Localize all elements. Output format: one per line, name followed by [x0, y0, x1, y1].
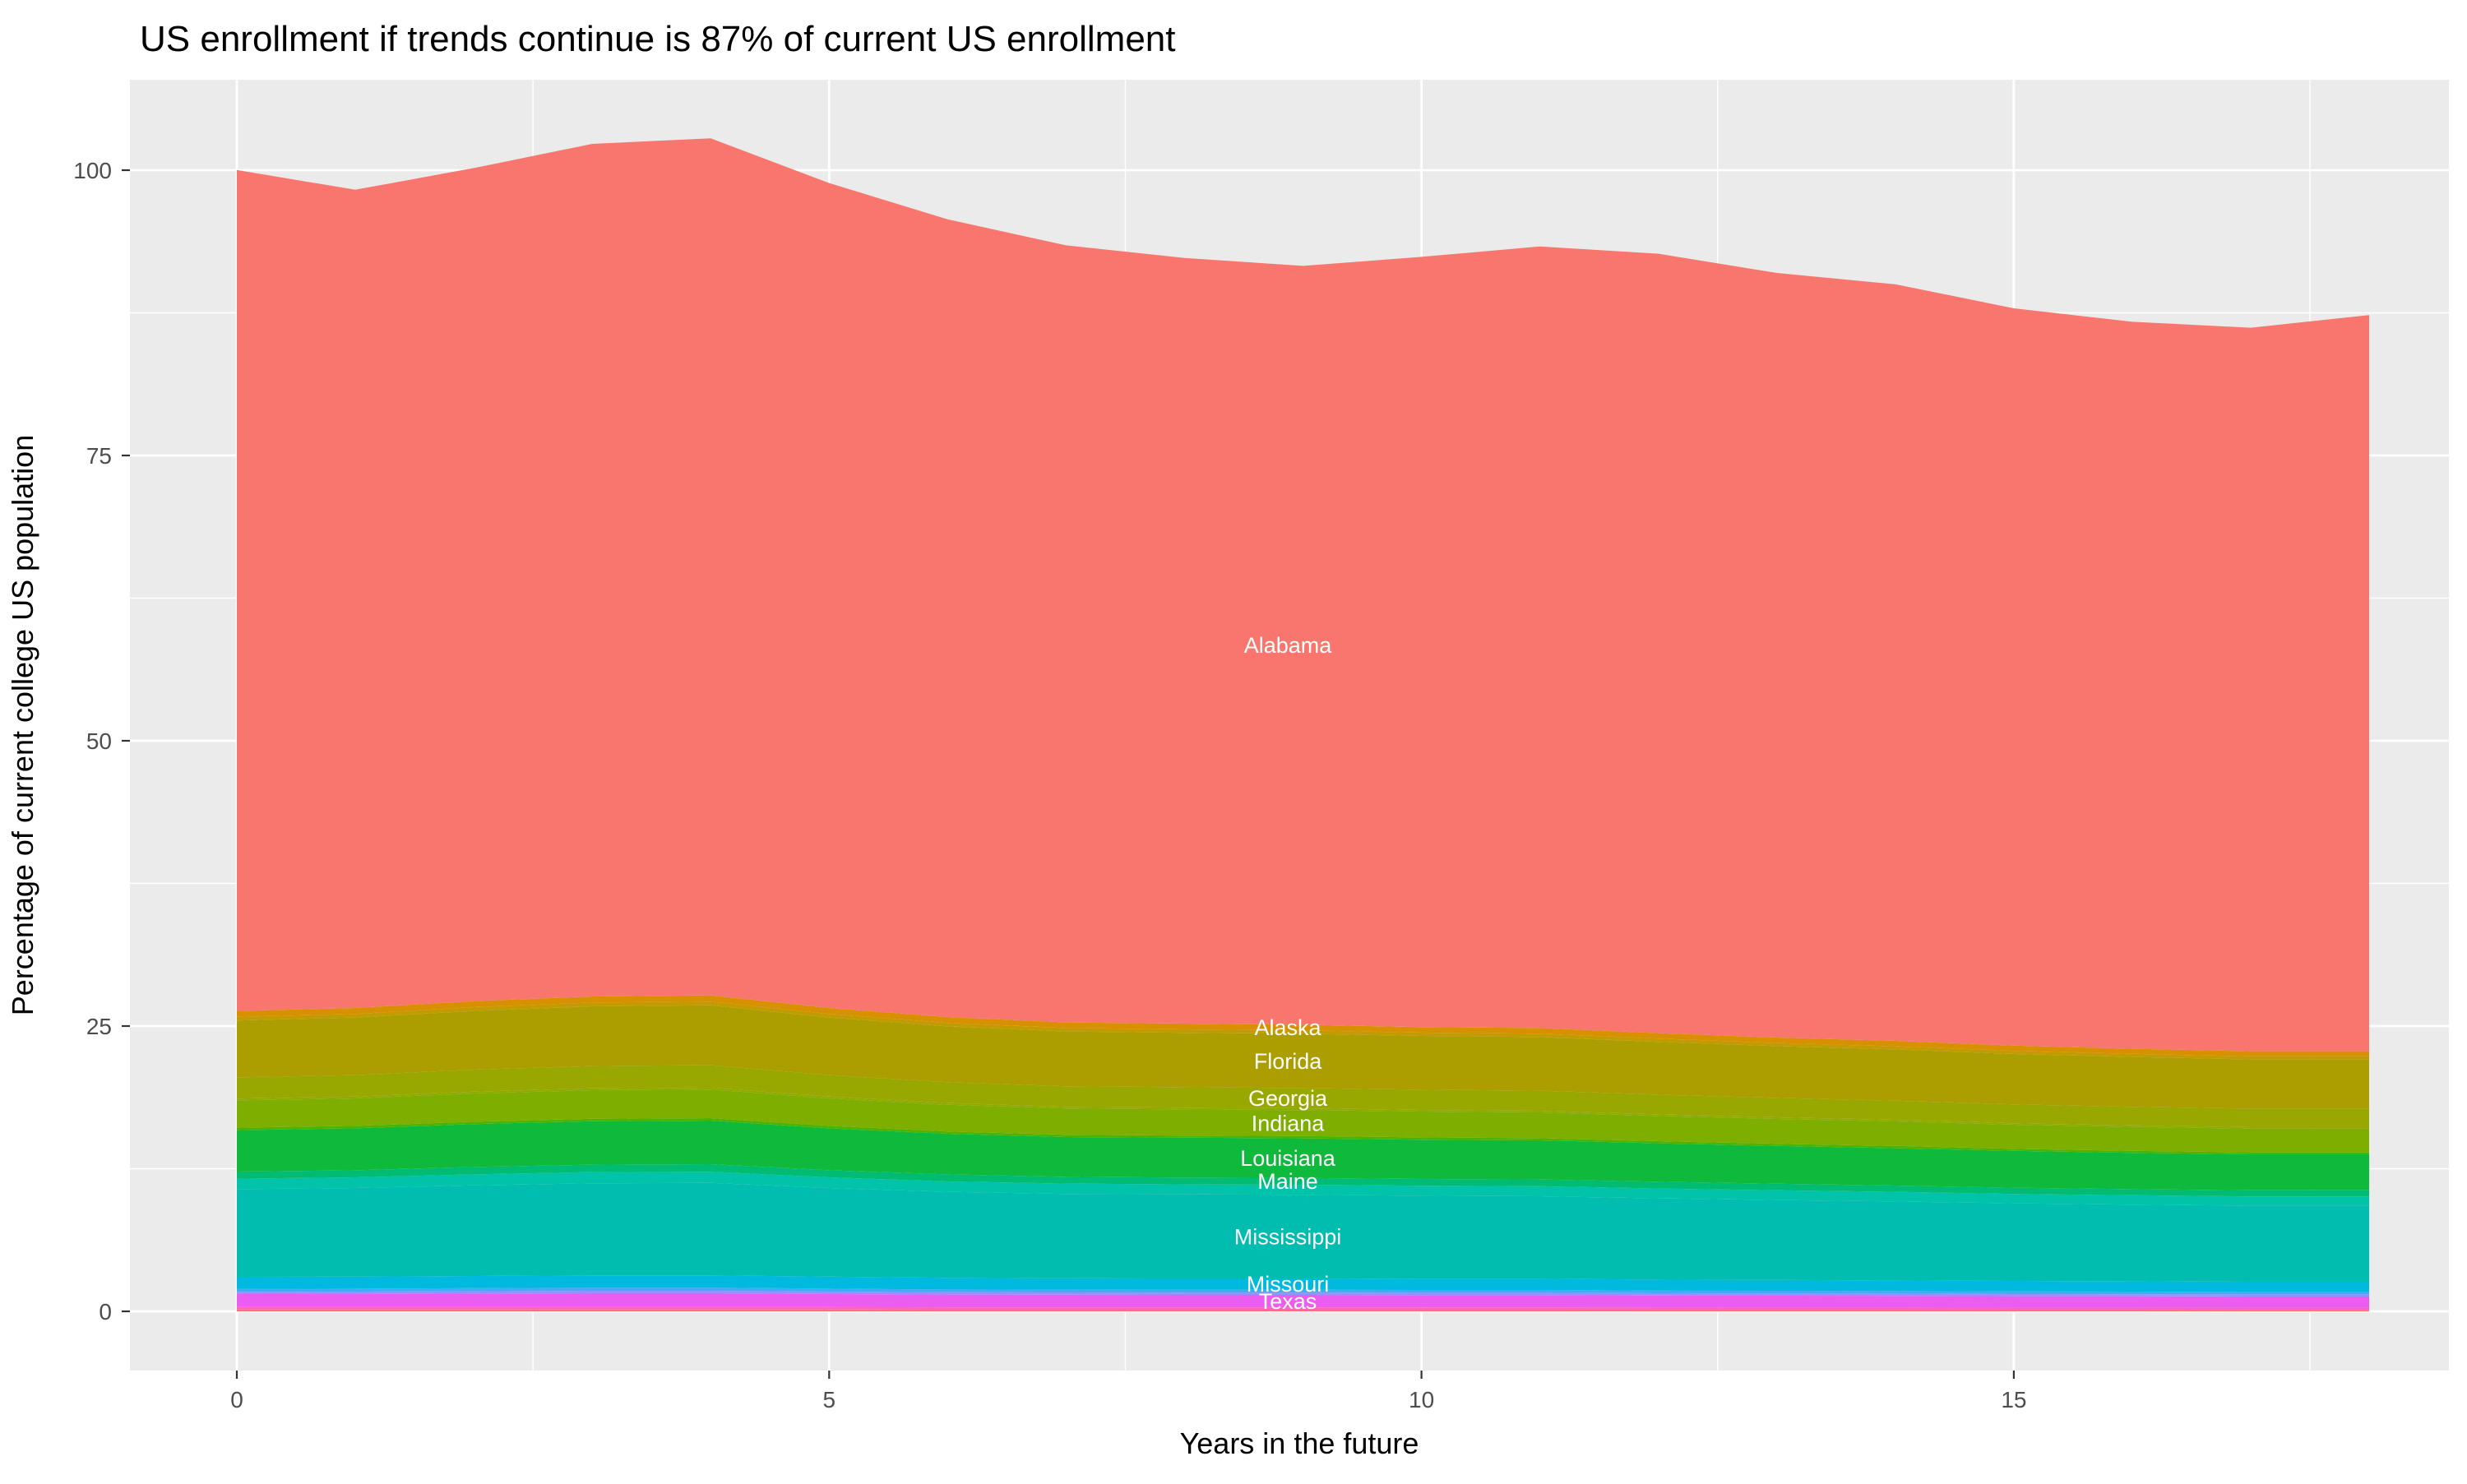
axis-tick-marks: [122, 169, 2015, 1379]
x-tick-label-5: 5: [823, 1387, 836, 1412]
area-label-missouri: Missouri: [1247, 1272, 1330, 1297]
area-louisiana: [237, 1121, 2369, 1190]
x-axis-title: Years in the future: [1180, 1426, 1419, 1460]
area-label-alaska: Alaska: [1254, 1015, 1321, 1040]
area-indiana: [237, 1089, 2369, 1153]
area-unlabeled-1: [237, 1306, 2369, 1311]
y-tick-label-0: 0: [99, 1299, 112, 1325]
area-label-texas: Texas: [1259, 1289, 1317, 1314]
y-axis-title: Percentage of current college US populat…: [6, 435, 39, 1015]
stacked-areas: [237, 138, 2369, 1311]
area-georgia: [237, 1065, 2369, 1127]
area-label-georgia: Georgia: [1248, 1086, 1328, 1111]
x-tick-label-15: 15: [2001, 1387, 2026, 1412]
area-unlabeled-7: [237, 1172, 2369, 1206]
area-label-louisiana: Louisiana: [1240, 1146, 1336, 1171]
x-tick-label-10: 10: [1409, 1387, 1434, 1412]
area-label-mississippi: Mississippi: [1234, 1225, 1342, 1250]
area-mississippi: [237, 1182, 2369, 1282]
area-unlabeled-3: [237, 1291, 2369, 1297]
area-maine: [237, 1164, 2369, 1197]
area-unlabeled-0: [237, 1309, 2369, 1311]
area-alaska: [237, 995, 2369, 1056]
y-tick-label-75: 75: [86, 443, 112, 469]
area-missouri: [237, 1275, 2369, 1292]
area-label-maine: Maine: [1257, 1169, 1318, 1194]
area-unlabeled-15: [237, 1001, 2369, 1060]
plot-title: US enrollment if trends continue is 87% …: [140, 19, 1175, 59]
area-unlabeled-10: [237, 1118, 2369, 1154]
area-label-alabama: Alabama: [1244, 633, 1333, 658]
area-florida: [237, 1005, 2369, 1109]
area-unlabeled-4: [237, 1288, 2369, 1295]
y-tick-label-50: 50: [86, 728, 112, 754]
y-tick-label-100: 100: [73, 158, 112, 183]
x-tick-label-0: 0: [230, 1387, 243, 1412]
area-texas: [237, 1293, 2369, 1308]
axis-tick-labels: 0 5 10 15 0 25 50 75 100: [73, 158, 2026, 1412]
area-label-indiana: Indiana: [1252, 1111, 1326, 1135]
area-alabama: [237, 138, 2369, 1052]
y-tick-label-25: 25: [86, 1014, 112, 1039]
area-label-florida: Florida: [1254, 1049, 1323, 1074]
